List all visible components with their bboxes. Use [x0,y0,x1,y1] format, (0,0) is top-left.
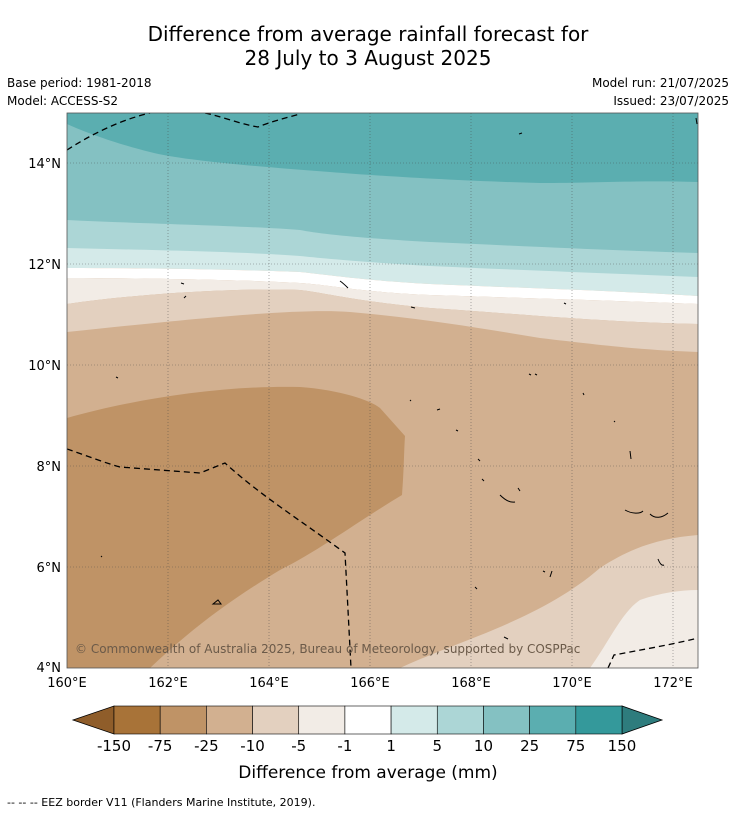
colorbar-swatches [113,705,623,735]
lat-label: 4°N [37,661,62,676]
lon-label: 166°E [350,676,390,691]
lon-label: 162°E [148,676,188,691]
lat-label: 10°N [28,359,61,374]
colorbar-swatch [529,705,577,735]
colorbar-swatch [206,705,253,735]
lat-label: 14°N [28,157,61,172]
contour-band-minus5-southeast [590,590,698,668]
colorbar-tick-label: 25 [520,737,539,755]
title-line-2: 28 July to 3 August 2025 [244,46,492,70]
meta-left: Base period: 1981-2018 Model: ACCESS-S2 [7,74,152,110]
colorbar: -150 -75 -25 -10 -5 -1 1 5 10 25 75 150 Difference … [71,705,664,783]
lon-label: 168°E [451,676,491,691]
contour-band-plus25 [67,113,698,183]
contour-band-minus5 [67,289,698,352]
model-run-label: Model run: 21/07/2025 [591,76,729,90]
colorbar-swatch [436,705,484,735]
map-frame [66,112,699,669]
lat-axis: 4°N 6°N 8°N 10°N 12°N 14°N [28,157,61,676]
lon-label: 170°E [552,676,592,691]
gridlines [67,113,698,668]
contour-band-minus1 [67,278,698,324]
model-label: Model: ACCESS-S2 [7,94,119,108]
colorbar-tick-labels: -150 -75 -25 -10 -5 -1 1 5 10 25 75 150 [97,737,636,755]
lon-label: 164°E [249,676,289,691]
lat-label: 6°N [37,561,62,576]
contour-band-minus75 [67,386,405,668]
colorbar-swatch [390,705,438,735]
colorbar-tick-label: 75 [566,737,585,755]
colorbar-swatch [298,705,346,735]
colorbar-high-extend [621,705,664,735]
colorbar-tick-label: -75 [148,737,173,755]
colorbar-swatch [159,705,207,735]
colorbar-tick-label: 10 [474,737,493,755]
colorbar-title: Difference from average (mm) [238,763,497,783]
lon-label: 160°E [47,676,87,691]
colorbar-tick-label: 150 [608,737,637,755]
colorbar-tick-label: -10 [240,737,265,755]
colorbar-swatch [113,705,161,735]
lon-label: 172°E [653,676,693,691]
colorbar-tick-label: -1 [337,737,352,755]
lat-label: 8°N [37,460,62,475]
lon-axis: 160°E 162°E 164°E 166°E 168°E 170°E 172°… [47,676,693,691]
chart-title: Difference from average rainfall forecas… [0,22,736,70]
colorbar-tick-label: 1 [386,737,396,755]
colorbar-tick-label: -150 [97,737,131,755]
contour-band-neutral [67,268,698,304]
colorbar-tick-label: 5 [432,737,442,755]
colorbar-tick-label: -25 [194,737,219,755]
eez-borders [67,113,698,668]
colorbar-tick-label: -5 [291,737,306,755]
map-plot-area: © Commonwealth of Australia 2025, Bureau… [67,113,698,668]
lat-label: 12°N [28,258,61,273]
islands [100,117,698,640]
colorbar-swatch [575,705,623,735]
base-period-label: Base period: 1981-2018 [7,76,152,90]
meta-right: Model run: 21/07/2025 Issued: 23/07/2025 [592,74,729,110]
colorbar-swatch [344,705,392,735]
issued-label: Issued: 23/07/2025 [613,94,729,108]
colorbar-swatch [483,705,530,735]
colorbar-low-extend [71,705,115,735]
eez-footnote: -- -- -- EEZ border V11 (Flanders Marine… [7,796,316,809]
title-line-1: Difference from average rainfall forecas… [147,22,589,46]
colorbar-swatch [252,705,300,735]
copyright-text: © Commonwealth of Australia 2025, Bureau… [75,642,580,656]
